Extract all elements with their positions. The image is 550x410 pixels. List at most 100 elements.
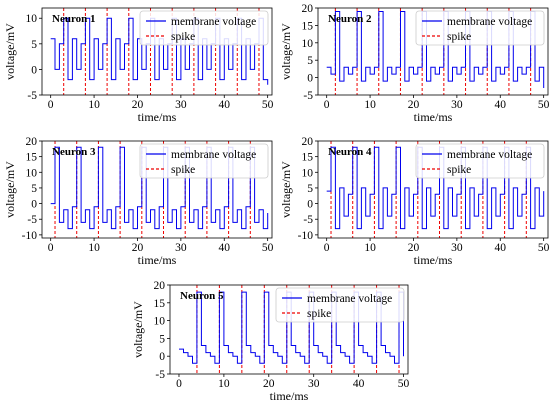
x-tick-label: 20 xyxy=(132,99,144,111)
neuron-title: Neuron 1 xyxy=(52,13,96,25)
legend-spike-label: spike xyxy=(171,31,195,43)
y-axis-label: voltage/mV xyxy=(279,23,293,80)
axes-frame xyxy=(169,284,409,375)
y-tick-label: 5 xyxy=(307,55,313,67)
legend: membrane voltage spike xyxy=(139,10,269,46)
y-tick-label: 20 xyxy=(154,280,166,292)
x-tick-label: 40 xyxy=(495,242,507,254)
axes-frame xyxy=(317,7,549,96)
x-axis-label: time/ms xyxy=(270,389,309,403)
neuron-title: Neuron 4 xyxy=(328,146,372,158)
x-tick-label: 10 xyxy=(364,99,376,111)
x-tick-label: 40 xyxy=(219,99,231,111)
y-tick-label: -5 xyxy=(27,214,37,226)
x-tick-label: 40 xyxy=(353,378,365,390)
x-tick-label: 30 xyxy=(451,242,463,254)
x-tick-label: 50 xyxy=(398,378,410,390)
y-tick-label: 20 xyxy=(26,136,38,148)
x-tick-label: 20 xyxy=(132,242,144,254)
legend: membrane voltage spike xyxy=(275,287,405,323)
legend-spike-label: spike xyxy=(171,164,195,176)
legend-box xyxy=(139,143,269,179)
spike-lines xyxy=(334,8,532,95)
voltage-trace xyxy=(179,291,404,364)
x-tick-label: 40 xyxy=(219,242,231,254)
y-axis-label: voltage/mV xyxy=(3,23,17,80)
x-tick-label: 50 xyxy=(538,242,550,254)
x-tick-label: 10 xyxy=(88,99,100,111)
x-tick-label: 10 xyxy=(218,378,230,390)
y-tick-label: 5 xyxy=(31,39,37,51)
x-tick-label: 20 xyxy=(408,242,420,254)
y-tick-label: 0 xyxy=(307,73,313,85)
legend-voltage-label: membrane voltage xyxy=(447,16,532,28)
y-tick-label: 10 xyxy=(26,167,38,179)
y-tick-label: -5 xyxy=(155,369,165,381)
x-tick-label: 30 xyxy=(175,242,187,254)
legend: membrane voltage spike xyxy=(139,143,269,179)
y-tick-label: 0 xyxy=(31,64,37,76)
x-tick-label: 50 xyxy=(538,99,550,111)
neuron-chart-4: 0 10 20 30 40 50-10-505101520time/msvoltage/m… xyxy=(279,136,550,267)
y-tick-label: 10 xyxy=(302,38,314,50)
x-tick-label: 0 xyxy=(48,99,54,111)
y-tick-label: 20 xyxy=(302,136,314,148)
neuron-chart-5: 0 10 20 30 40 50-505101520time/msvoltage/mVNe… xyxy=(131,280,410,403)
y-tick-label: 10 xyxy=(154,316,166,328)
y-tick-label: 15 xyxy=(154,298,166,310)
x-tick-label: 30 xyxy=(175,99,187,111)
x-tick-label: 10 xyxy=(364,242,376,254)
spike-lines xyxy=(63,8,260,95)
y-tick-label: 0 xyxy=(31,199,37,211)
y-tick-label: 5 xyxy=(307,183,313,195)
x-tick-label: 0 xyxy=(48,242,54,254)
y-axis-label: voltage/mV xyxy=(279,161,293,218)
y-axis-label: voltage/mV xyxy=(3,161,17,218)
neuron-chart-1: 0 10 20 30 40 50 -5 0 5 10 time/ms voltage/mV Neuron… xyxy=(3,7,274,124)
legend-box xyxy=(415,143,545,179)
legend-voltage-label: membrane voltage xyxy=(171,149,256,161)
legend: membrane voltage spike xyxy=(415,10,545,46)
y-tick-label: 10 xyxy=(302,167,314,179)
y-tick-label: -5 xyxy=(27,90,37,102)
y-tick-label: 10 xyxy=(26,13,38,25)
y-tick-label: 0 xyxy=(307,199,313,211)
legend-box xyxy=(415,10,545,46)
legend-voltage-label: membrane voltage xyxy=(307,293,392,305)
x-tick-label: 20 xyxy=(263,378,275,390)
y-tick-label: -10 xyxy=(298,230,314,242)
legend: membrane voltage spike xyxy=(415,143,545,179)
legend-spike-label: spike xyxy=(307,308,331,320)
neuron-chart-2: 0 10 20 30 40 50-505101520time/msvoltage/mVNe… xyxy=(279,3,550,124)
y-tick-label: -5 xyxy=(303,90,313,102)
y-axis-label: voltage/mV xyxy=(131,301,145,358)
x-tick-label: 0 xyxy=(324,99,330,111)
legend-spike-label: spike xyxy=(447,164,471,176)
x-tick-label: 30 xyxy=(308,378,320,390)
y-tick-label: -10 xyxy=(22,230,38,242)
y-tick-label: -5 xyxy=(303,214,313,226)
y-tick-label: 15 xyxy=(302,20,314,32)
legend-voltage-label: membrane voltage xyxy=(171,16,256,28)
neuron-title: Neuron 3 xyxy=(52,146,96,158)
axes-frame xyxy=(317,140,549,239)
y-tick-label: 5 xyxy=(31,183,37,195)
neuron-chart-3: 0 10 20 30 40 50-10-505101520time/msvoltage/m… xyxy=(3,136,274,267)
x-tick-label: 30 xyxy=(451,99,463,111)
y-tick-label: 15 xyxy=(302,152,314,164)
x-axis-label: time/ms xyxy=(414,253,453,267)
x-axis-label: time/ms xyxy=(414,110,453,124)
y-tick-label: 20 xyxy=(302,3,314,15)
x-axis-label: time/ms xyxy=(138,110,177,124)
legend-box xyxy=(275,287,405,323)
legend-box xyxy=(139,10,269,46)
x-tick-label: 40 xyxy=(495,99,507,111)
x-tick-label: 0 xyxy=(324,242,330,254)
axes-frame xyxy=(41,7,273,96)
y-tick-label: 0 xyxy=(159,351,165,363)
x-axis-label: time/ms xyxy=(138,253,177,267)
axes-frame xyxy=(41,140,273,239)
x-tick-label: 20 xyxy=(408,99,420,111)
legend-voltage-label: membrane voltage xyxy=(447,149,532,161)
